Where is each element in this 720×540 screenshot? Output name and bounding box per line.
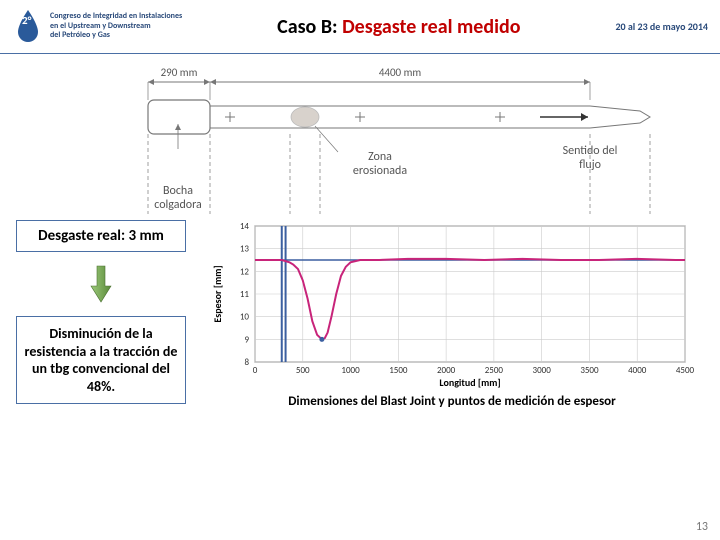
slide-header: 2° Congreso de Integridad en Instalacion… [0,0,720,54]
svg-text:1500: 1500 [389,365,408,376]
svg-text:13: 13 [240,244,250,255]
svg-text:Espesor [mm]: Espesor [mm] [211,265,224,322]
logo-line3: del Petróleo y Gas [50,31,182,41]
svg-text:11: 11 [240,289,250,300]
svg-text:1000: 1000 [341,365,360,376]
svg-text:14: 14 [240,221,250,232]
svg-text:9: 9 [244,334,249,345]
drop-logo-icon: 2° [12,8,44,46]
slide-title: Caso B: Desgaste real medido [182,15,615,39]
svg-text:4000: 4000 [628,365,647,376]
event-date: 20 al 23 de mayo 2014 [615,20,708,33]
svg-text:12: 12 [240,266,250,277]
svg-text:4400 mm: 4400 mm [379,66,422,79]
svg-text:Longitud [mm]: Longitud [mm] [439,376,500,389]
arrow-down-icon [89,264,113,304]
content-row: Desgaste real: 3 mm Disminución de la re… [0,220,720,409]
svg-text:2500: 2500 [485,365,504,376]
pipe-diagram: 290 mm4400 mmZonaerosionadaSentido delfl… [120,64,680,214]
espesor-chart: 0 500 1000 1500 2000 2500 3000 3500 4000 4500 8 9 10… [207,220,697,390]
svg-text:8: 8 [244,357,249,368]
svg-text:Bocha: Bocha [163,184,193,198]
svg-text:4500: 4500 [676,365,695,376]
svg-text:500: 500 [296,365,310,376]
title-main: Desgaste real medido [342,15,520,39]
left-column: Desgaste real: 3 mm Disminución de la re… [16,220,186,409]
title-prefix: Caso B: [277,15,342,39]
logo-text: Congreso de Integridad en Instalaciones … [50,12,182,41]
svg-text:colgadora: colgadora [154,198,202,212]
svg-text:erosionada: erosionada [353,164,407,178]
page-number: 13 [696,520,708,534]
logo: 2° Congreso de Integridad en Instalacion… [12,8,182,46]
desgaste-box: Desgaste real: 3 mm [16,220,186,252]
svg-text:Zona: Zona [368,150,392,164]
svg-text:3500: 3500 [580,365,599,376]
right-column: 0 500 1000 1500 2000 2500 3000 3500 4000 4500 8 9 10… [200,220,704,409]
disminucion-box: Disminución de la resistencia a la tracc… [16,316,186,404]
chart-caption: Dimensiones del Blast Joint y puntos de … [288,394,616,409]
svg-text:0: 0 [253,365,258,376]
svg-text:2000: 2000 [437,365,456,376]
svg-text:290 mm: 290 mm [161,66,198,79]
svg-text:3000: 3000 [533,365,552,376]
svg-text:10: 10 [240,312,250,323]
svg-text:2°: 2° [22,14,32,27]
